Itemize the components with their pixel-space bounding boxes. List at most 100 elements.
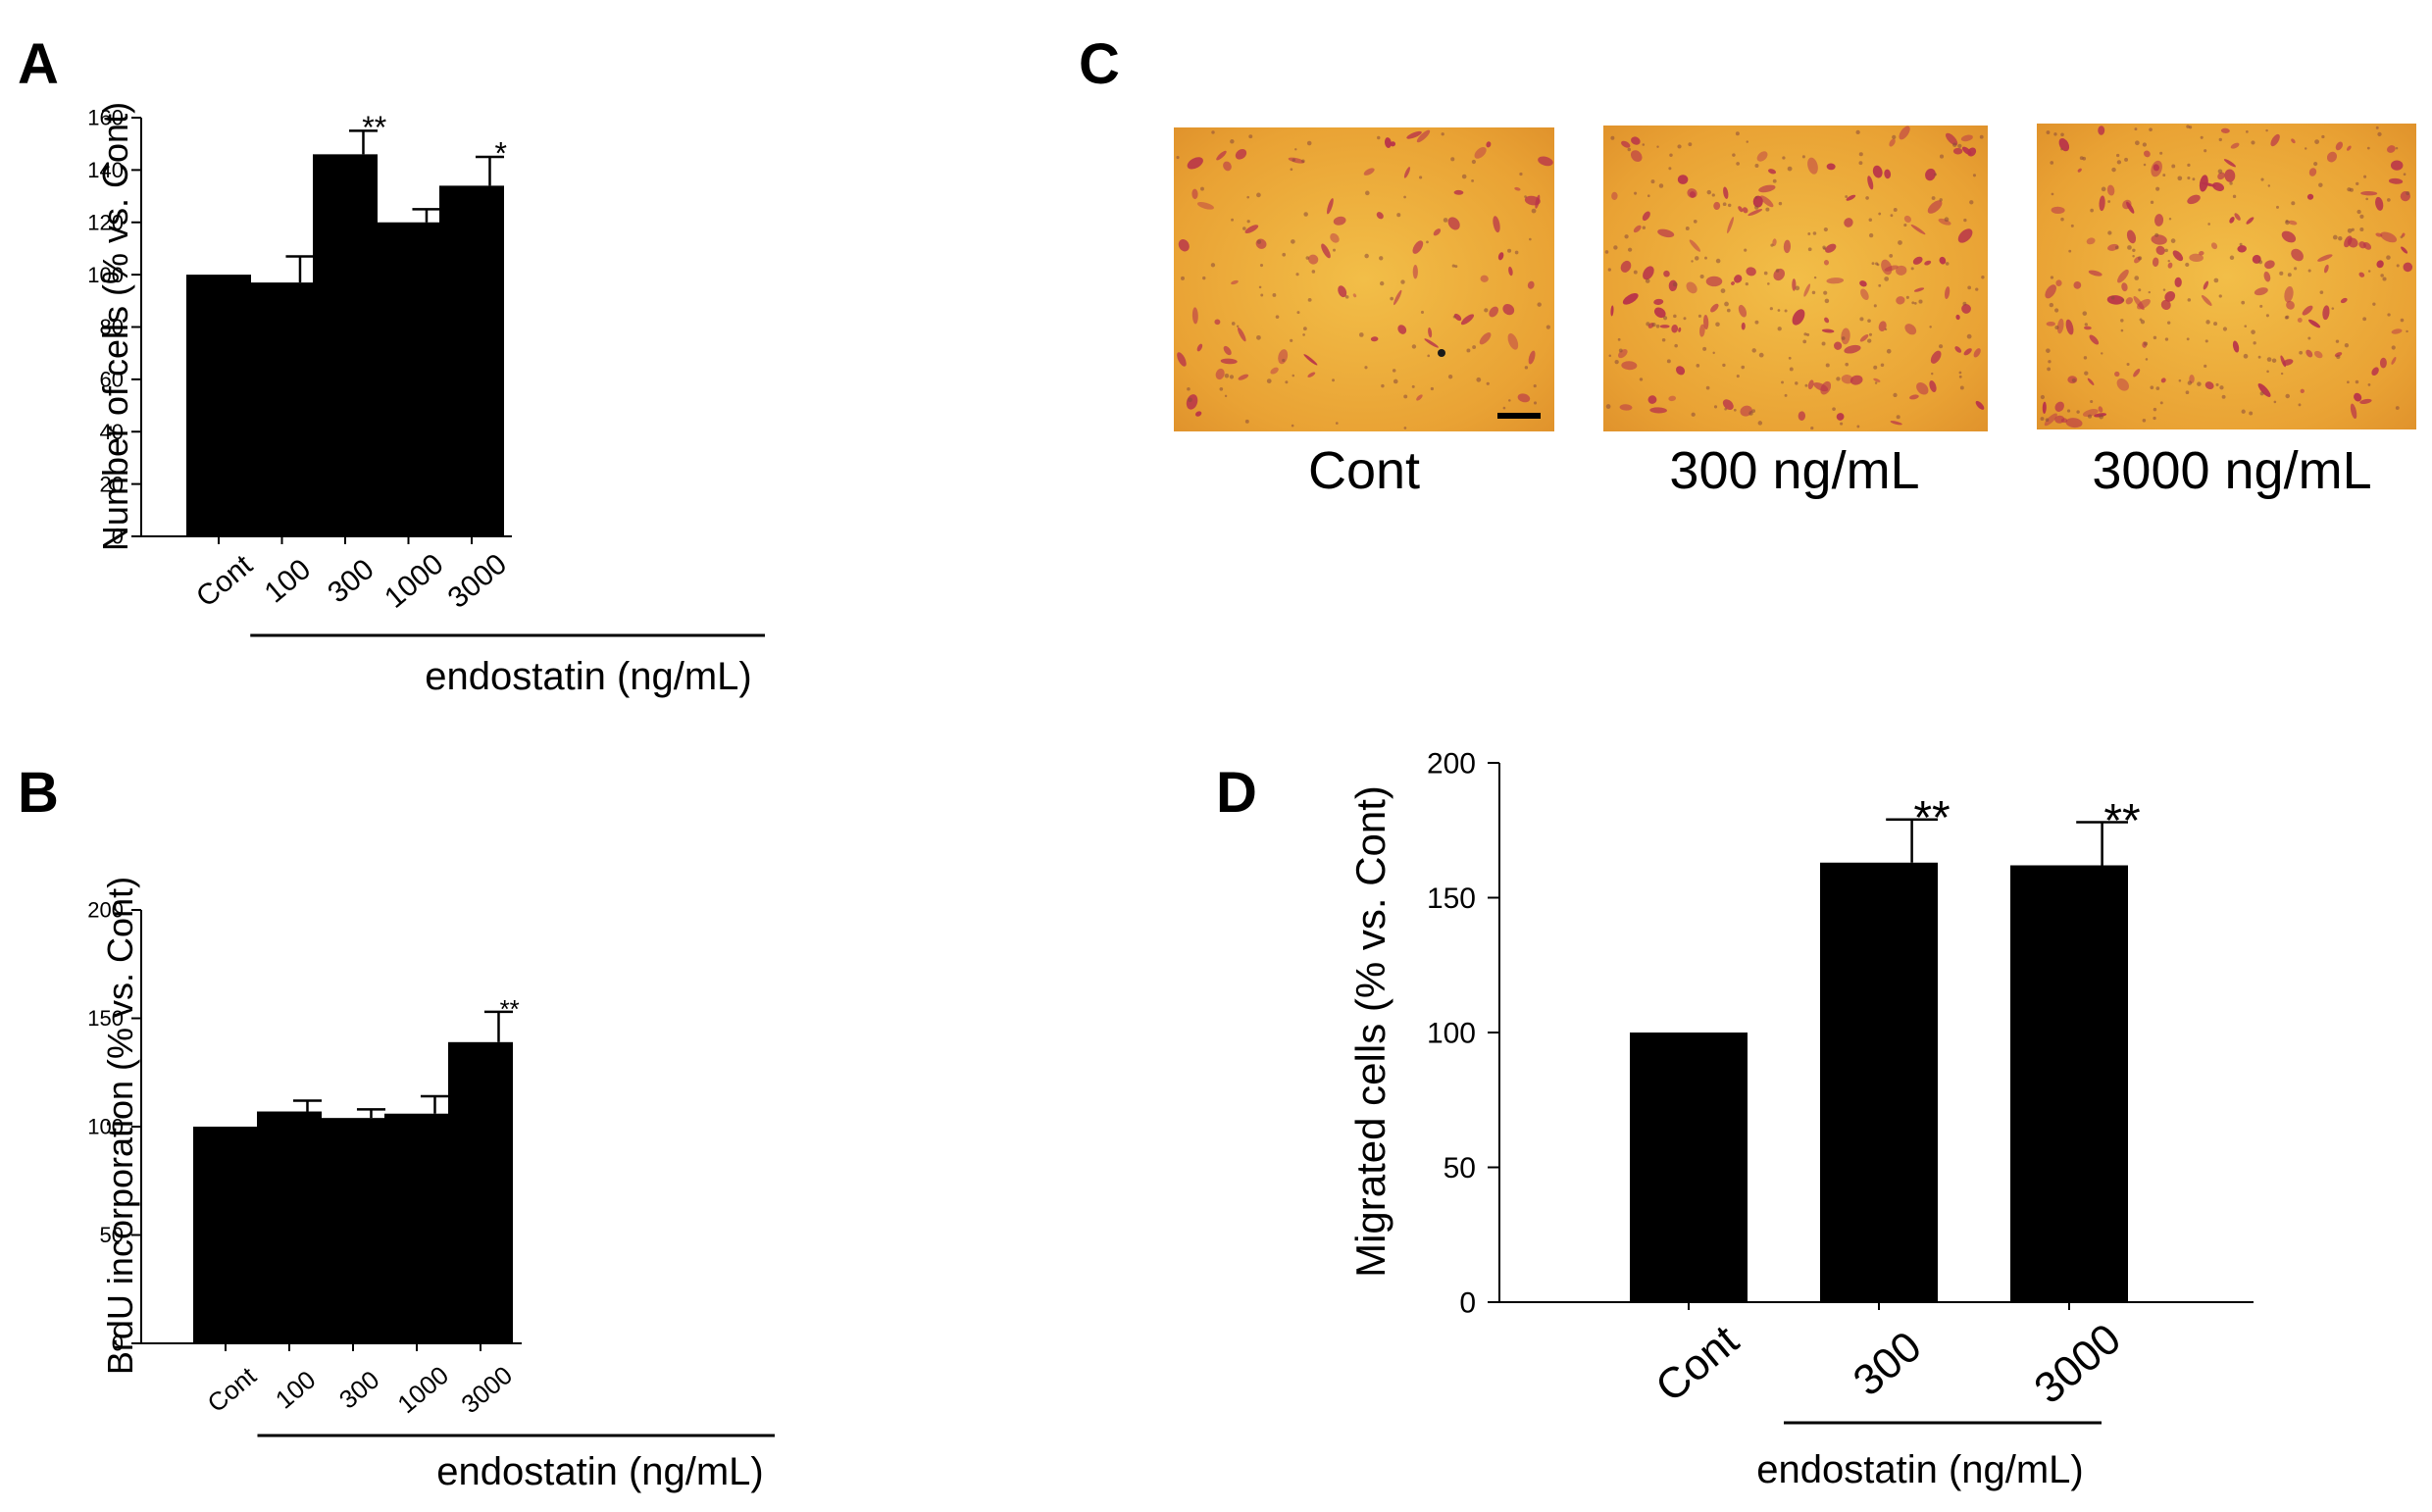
stained-cell: [1191, 188, 1198, 200]
pore-dot: [1736, 375, 1740, 378]
chart-d-ytick-label: 150: [1427, 882, 1476, 915]
pore-dot: [1441, 132, 1444, 136]
pore-dot: [2331, 307, 2335, 310]
stained-cell: [2308, 168, 2317, 176]
stained-cell: [1946, 132, 1958, 146]
pore-dot: [2051, 192, 2054, 196]
micrograph-3000-cells: [2040, 125, 2413, 428]
pore-dot: [1668, 167, 1672, 171]
stained-cell: [1610, 305, 1614, 317]
stained-cell: [1939, 256, 1947, 265]
stained-cell: [2167, 262, 2173, 269]
pore-dot: [2266, 370, 2269, 374]
stained-cell: [1955, 314, 1960, 321]
pore-dot: [2244, 325, 2248, 328]
pore-dot: [2153, 335, 2157, 340]
stained-cell: [1772, 238, 1777, 246]
pore-dot: [1393, 378, 1398, 384]
stained-cell: [1187, 157, 1203, 170]
chart-b-bar: [257, 1111, 322, 1343]
pore-dot: [2197, 381, 2202, 386]
pore-dot: [2367, 383, 2371, 386]
pore-dot: [1272, 293, 1277, 297]
pore-dot: [2162, 288, 2166, 291]
pore-dot: [1607, 268, 1612, 272]
pore-dot: [2185, 390, 2190, 395]
pore-dot: [1967, 285, 1972, 290]
pore-dot: [1913, 302, 1917, 305]
stained-cell: [1238, 374, 1249, 380]
pore-dot: [1766, 282, 1770, 285]
chart-d-bar: [1820, 862, 1938, 1302]
stained-cell: [1889, 138, 1896, 147]
pore-dot: [2087, 414, 2093, 419]
stained-cell: [2065, 418, 2083, 428]
pore-dot: [1691, 260, 1694, 263]
pore-dot: [1651, 323, 1656, 328]
stained-cell: [1813, 381, 1829, 392]
pore-dot: [2294, 267, 2298, 271]
stained-cell: [2380, 231, 2398, 243]
pore-dot: [1871, 262, 1875, 266]
pore-dot: [2134, 127, 2138, 131]
pore-dot: [2187, 163, 2191, 167]
pore-dot: [1813, 276, 1817, 279]
stained-cell: [1631, 136, 1641, 145]
pore-dot: [1795, 381, 1799, 385]
stained-cell: [1713, 201, 1721, 211]
pore-dot: [1411, 384, 1415, 388]
pore-dot: [1699, 274, 1704, 279]
stained-cell: [2229, 217, 2235, 224]
pore-dot: [1889, 254, 1894, 258]
stained-cell: [1705, 276, 1723, 287]
pore-dot: [1876, 263, 1880, 267]
pore-dot: [1832, 407, 1836, 412]
pore-dot: [2335, 339, 2340, 343]
stained-cell: [1191, 307, 1198, 325]
stained-cell: [1333, 216, 1346, 226]
stained-cell: [1507, 332, 1519, 350]
pore-dot: [1256, 192, 1261, 198]
chart-b-xtick-label: Cont: [202, 1360, 263, 1418]
pore-dot: [2120, 319, 2124, 323]
stained-cell: [1927, 200, 1943, 214]
pore-dot: [2060, 147, 2063, 151]
stained-cell: [2335, 141, 2344, 151]
pore-dot: [1545, 325, 1550, 329]
pore-dot: [2150, 200, 2154, 204]
pore-dot: [1880, 363, 1885, 368]
pore-dot: [1893, 208, 1898, 212]
stained-cell: [1412, 264, 1418, 279]
pore-dot: [2321, 134, 2325, 139]
pore-dot: [1736, 162, 1740, 166]
stained-cell: [1433, 228, 1442, 236]
pore-dot: [1380, 280, 1385, 286]
pore-dot: [1242, 227, 1246, 230]
stained-cell: [1702, 314, 1709, 329]
pore-dot: [1396, 213, 1401, 218]
stained-cell: [2302, 305, 2313, 316]
pore-dot: [1966, 333, 1972, 339]
stained-cell: [2223, 159, 2236, 168]
stained-cell: [2390, 160, 2404, 171]
panel-letter-b: B: [18, 761, 59, 825]
stained-cell: [1954, 346, 1962, 353]
stained-cell: [1619, 404, 1633, 411]
pore-dot: [1662, 316, 1668, 321]
stained-cell: [2201, 294, 2212, 306]
pore-dot: [1427, 354, 1431, 358]
stained-cell: [2114, 371, 2120, 378]
stained-cell: [1960, 134, 1973, 142]
stained-cell: [2054, 401, 2064, 412]
pore-dot: [2304, 147, 2307, 150]
stained-cell: [1929, 380, 1937, 392]
stained-cell: [2144, 150, 2151, 158]
pore-dot: [1962, 301, 1967, 306]
pore-dot: [1181, 276, 1186, 280]
chart-a-bar: [249, 282, 315, 536]
stained-cell: [1474, 146, 1487, 159]
pore-dot: [1911, 301, 1915, 305]
stained-cell: [1826, 277, 1845, 284]
pore-dot: [1658, 183, 1664, 188]
stained-cell: [1884, 169, 1892, 179]
